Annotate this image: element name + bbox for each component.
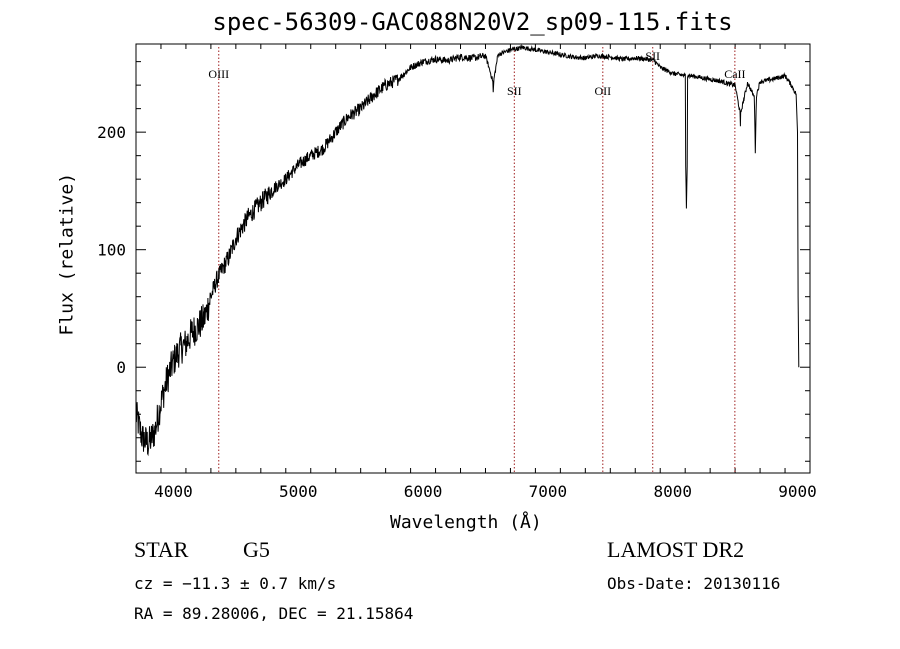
coordinates-text: RA = 89.28006, DEC = 21.15864 (134, 604, 414, 623)
x-tick-label: 5000 (279, 482, 318, 501)
y-tick-label: 0 (116, 358, 126, 377)
y-axis-label: Flux (relative) (56, 172, 78, 336)
y-tick-label: 200 (97, 123, 126, 142)
object-class: STAR (134, 537, 189, 562)
obs-date: Obs-Date: 20130116 (607, 574, 781, 593)
chart-title: spec-56309-GAC088N20V2_sp09-115.fits (212, 8, 733, 36)
survey-name: LAMOST DR2 (607, 537, 745, 562)
x-tick-label: 7000 (529, 482, 568, 501)
line-marker-label: OIII (208, 67, 229, 81)
y-tick-label: 100 (97, 241, 126, 260)
line-marker-label: CaII (724, 67, 745, 81)
x-tick-label: 9000 (778, 482, 817, 501)
plot-frame (135, 43, 811, 474)
x-tick-label: 4000 (154, 482, 193, 501)
x-tick-label: 8000 (653, 482, 692, 501)
object-subclass: G5 (243, 537, 270, 562)
x-tick-label: 6000 (404, 482, 443, 501)
line-marker-label: OII (594, 84, 611, 98)
spectrum-line (135, 43, 800, 457)
redshift-text: cz = −11.3 ± 0.7 km/s (134, 574, 337, 593)
x-axis-label: Wavelength (Å) (390, 512, 542, 533)
line-marker-label: SII (507, 84, 522, 98)
